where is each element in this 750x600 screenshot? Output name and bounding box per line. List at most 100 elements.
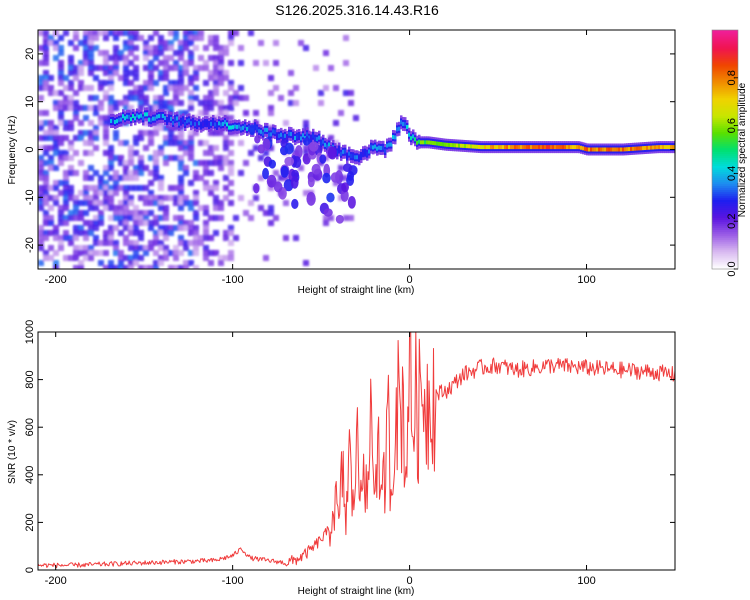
spectrogram-cell: [138, 195, 144, 201]
spectrogram-cell: [43, 210, 49, 216]
spectrogram-cell: [133, 240, 139, 246]
spectrogram-cell: [218, 105, 224, 111]
ridge-core: [176, 116, 179, 121]
colorbar-step: [712, 75, 738, 79]
spectrogram-cell: [103, 90, 109, 96]
spectrogram-cell: [198, 175, 204, 181]
spectrogram-cell: [113, 205, 119, 211]
spectrogram-cell: [68, 95, 74, 101]
ridge-core: [308, 135, 311, 140]
spectrogram-cell: [268, 75, 274, 81]
spectrogram-cell: [163, 45, 169, 51]
spectrogram-cell: [348, 90, 354, 96]
spectrogram-cell: [53, 260, 59, 266]
colorbar-step: [712, 225, 738, 228]
spectrogram-cell: [353, 115, 359, 121]
spectrogram-cell: [183, 140, 189, 146]
spectrogram-cell: [98, 215, 104, 221]
spectrogram-cell: [78, 65, 84, 71]
spectrogram-cell: [78, 40, 84, 46]
spectrogram-cell: [173, 140, 179, 146]
spectrogram-cell: [188, 145, 194, 151]
spectrogram-cell: [173, 100, 179, 106]
spectrogram-cell: [208, 260, 214, 266]
ridge-core: [670, 145, 673, 150]
spectrogram-cell: [123, 170, 129, 176]
ridge-core: [628, 147, 631, 152]
ridge-core: [130, 117, 133, 122]
spectrogram-cell: [113, 210, 119, 216]
spectrogram-cell: [158, 120, 164, 126]
spectrogram-cell: [108, 100, 114, 106]
spectrogram-cell: [258, 40, 264, 46]
spectrogram-cell: [213, 160, 219, 166]
spectrogram-cell: [133, 170, 139, 176]
spectrogram-cell: [158, 145, 164, 151]
spectrogram-cell: [98, 250, 104, 256]
colorbar-step: [712, 229, 738, 232]
spectrogram-cell: [188, 205, 194, 211]
spectrogram-cell: [153, 170, 159, 176]
colorbar-step: [712, 85, 738, 89]
ridge-core: [416, 140, 419, 145]
spectrogram-cell: [318, 90, 324, 96]
ridge-core: [576, 145, 579, 150]
spectrogram-cell: [43, 30, 49, 36]
spectrogram-cell: [293, 85, 299, 91]
spectrogram-cell: [148, 35, 154, 41]
spectrogram-cell: [218, 255, 224, 261]
spectrogram-cell: [103, 265, 109, 269]
spectrogram-cell: [88, 130, 94, 136]
spectrogram-cell: [58, 120, 64, 126]
spectrogram-cell: [203, 80, 209, 86]
ridge-core: [190, 121, 193, 126]
spectrogram-cell: [63, 125, 69, 131]
ridge-core: [520, 145, 523, 150]
spectrogram-cell: [233, 30, 239, 36]
ridge-core: [382, 145, 385, 150]
ridge-core: [484, 145, 487, 150]
ridge-blob: [266, 174, 277, 188]
colorbar-step: [712, 163, 738, 167]
spectrogram-cell: [178, 70, 184, 76]
spectrogram-cell: [123, 100, 129, 106]
spectrogram-cell: [63, 220, 69, 226]
spectrogram-cell: [178, 55, 184, 61]
spectrogram-cell: [68, 140, 74, 146]
spectrogram-cell: [123, 195, 129, 201]
colorbar-step: [712, 251, 738, 254]
spectrogram-cell: [188, 260, 194, 266]
spectrogram-cell: [38, 185, 44, 191]
spectrogram-cell: [38, 135, 44, 141]
spectrogram-cell: [158, 260, 164, 266]
spectrogram-cell: [223, 135, 229, 141]
spectrogram-cell: [153, 95, 159, 101]
ridge-core: [394, 135, 397, 140]
x-tick-label: -200: [45, 575, 67, 587]
colorbar-step: [712, 67, 738, 71]
spectrogram-cell: [113, 35, 119, 41]
spectrogram-cell: [343, 60, 349, 66]
spectrogram-cell: [213, 185, 219, 191]
spectrogram-cell: [173, 50, 179, 56]
spectrogram-cell: [148, 80, 154, 86]
spectrogram-cell: [128, 150, 134, 156]
spectrogram-cell: [253, 195, 259, 201]
spectrogram-cell: [48, 215, 54, 221]
ridge-core: [172, 120, 175, 125]
ridge-core: [338, 147, 341, 152]
spectrogram-cell: [198, 160, 204, 166]
spectrogram-cell: [48, 205, 54, 211]
spectrogram-cell: [168, 250, 174, 256]
spectrogram-cell: [163, 245, 169, 251]
ridge-blob: [341, 182, 349, 193]
spectrogram-cell: [238, 60, 244, 66]
spectrogram-cell: [148, 60, 154, 66]
spectrogram-cell: [158, 180, 164, 186]
spectrogram-cell: [103, 240, 109, 246]
spectrogram-cell: [68, 240, 74, 246]
spectrogram-cell: [58, 45, 64, 51]
spectrogram-cell: [83, 230, 89, 236]
spectrogram-cell: [108, 230, 114, 236]
spectrogram-cell: [203, 45, 209, 51]
